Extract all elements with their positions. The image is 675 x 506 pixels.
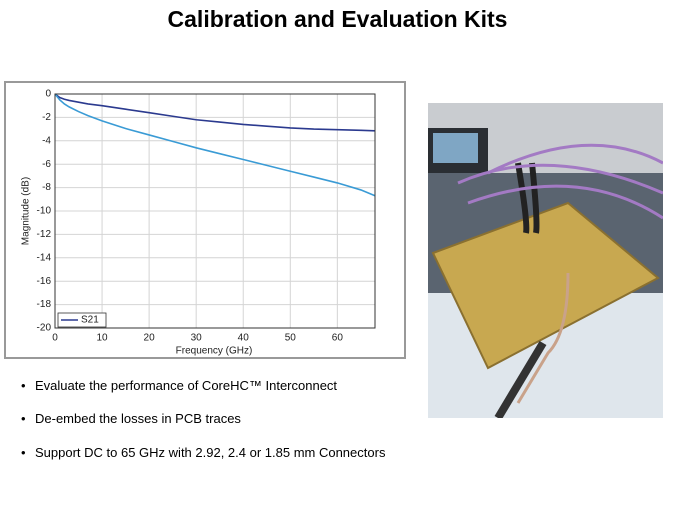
y-tick-label: -8	[42, 182, 51, 193]
y-tick-label: -10	[37, 206, 52, 217]
chart: Frequency (GHz) Magnitude (dB) -20-18-16…	[4, 81, 406, 359]
x-tick-label: 60	[332, 333, 344, 344]
bullet: Support DC to 65 GHz with 2.92, 2.4 or 1…	[21, 445, 385, 460]
slide-title: Calibration and Evaluation Kits	[167, 6, 508, 32]
y-tick-label: -14	[37, 252, 52, 263]
y-tick-label: -4	[42, 135, 51, 146]
x-tick-label: 30	[191, 333, 203, 344]
legend-label: S21	[81, 315, 99, 326]
x-tick-label: 40	[238, 333, 250, 344]
x-tick-label: 50	[285, 333, 297, 344]
data-line	[54, 93, 376, 197]
data-line	[54, 93, 376, 132]
y-tick-label: 0	[45, 89, 51, 100]
y-tick-label: -6	[42, 159, 51, 170]
y-tick-label: -18	[37, 299, 52, 310]
x-axis-label: Frequency (GHz)	[176, 346, 253, 357]
x-tick-label: 0	[52, 333, 58, 344]
legend-box	[57, 312, 107, 328]
y-tick-label: -12	[37, 229, 52, 240]
x-tick-label: 10	[96, 333, 108, 344]
y-tick-label: -16	[37, 276, 52, 287]
y-axis-label: Magnitude (dB)	[21, 177, 32, 245]
plot-border	[54, 93, 376, 329]
y-tick-label: -20	[37, 323, 52, 334]
bullet: Evaluate the performance of CoreHC™ Inte…	[21, 378, 337, 393]
x-tick-label: 20	[144, 333, 156, 344]
y-tick-label: -2	[42, 112, 51, 123]
bullet: De-embed the losses in PCB traces	[21, 411, 241, 426]
photo	[428, 103, 663, 418]
